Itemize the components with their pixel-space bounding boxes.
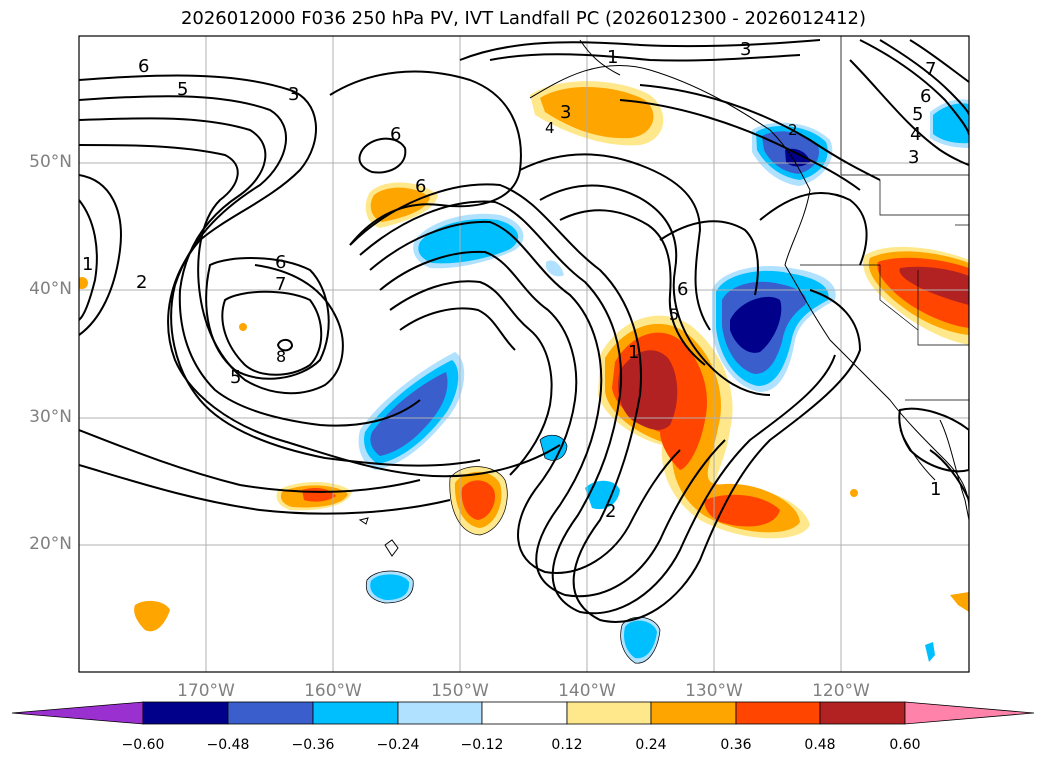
colorbar-bin bbox=[650, 701, 737, 725]
contour-label: 1 bbox=[607, 47, 618, 68]
contour-label: 5 bbox=[230, 367, 241, 388]
contour-label: 3 bbox=[288, 84, 299, 105]
colorbar-tick-label: 0.48 bbox=[804, 737, 836, 753]
contour-label: 2 bbox=[788, 121, 798, 139]
lon-label: 160°W bbox=[304, 681, 362, 701]
contour-label: 3 bbox=[560, 102, 571, 123]
colorbar-extend-high bbox=[904, 701, 1035, 725]
contour-label: 6 bbox=[415, 176, 426, 197]
map-title: 2026012000 F036 250 hPa PV, IVT Landfall… bbox=[180, 8, 867, 29]
contour-label: 3 bbox=[740, 39, 751, 60]
colorbar-extend-low bbox=[11, 701, 144, 725]
contour-labels: 3 1 3 4 2 6 6 5 3 6 6 7 8 2 1 5 6 5 1 2 … bbox=[82, 39, 941, 522]
ivt-outline-contours bbox=[365, 434, 661, 664]
contour-label: 8 bbox=[276, 347, 286, 366]
shade-sw-warm bbox=[134, 600, 170, 632]
lon-label: 140°W bbox=[558, 681, 616, 701]
lon-label: 120°W bbox=[812, 681, 870, 701]
lon-label: 130°W bbox=[685, 681, 743, 701]
colorbar-tick-label: 0.60 bbox=[889, 737, 921, 753]
pv-contours bbox=[79, 39, 969, 623]
colorbar-tick-label: 0.36 bbox=[720, 737, 752, 753]
colorbar bbox=[11, 701, 1035, 725]
shade-blue-small-2 bbox=[585, 480, 620, 510]
colorbar-tick-label: −0.60 bbox=[121, 737, 165, 753]
colorbar-tick-label: −0.48 bbox=[206, 737, 250, 753]
lat-label: 20°N bbox=[29, 534, 72, 554]
contour-label: 7 bbox=[275, 274, 286, 295]
contour-label: 6 bbox=[275, 252, 286, 273]
colorbar-bin bbox=[397, 701, 483, 725]
contour-label: 1 bbox=[930, 479, 941, 500]
contour-label: 6 bbox=[390, 124, 401, 145]
colorbar-bin bbox=[481, 701, 568, 725]
colorbar-bin bbox=[819, 701, 906, 725]
contour-label: 6 bbox=[920, 86, 931, 107]
political-borders bbox=[800, 36, 969, 401]
contour-label: 7 bbox=[925, 59, 936, 80]
lon-label: 170°W bbox=[177, 681, 235, 701]
contour-label: 6 bbox=[138, 56, 149, 77]
contour-label: 4 bbox=[910, 124, 921, 145]
colorbar-bin bbox=[735, 701, 821, 725]
contour-label: 3 bbox=[908, 147, 919, 168]
lat-label: 40°N bbox=[29, 279, 72, 299]
contour-label: 1 bbox=[628, 342, 639, 363]
colorbar-tick-label: 0.12 bbox=[551, 737, 583, 753]
map-background bbox=[79, 36, 969, 672]
contour-label: 4 bbox=[545, 119, 555, 137]
lat-label: 30°N bbox=[29, 407, 72, 427]
colorbar-bin bbox=[566, 701, 652, 725]
contour-label: 5 bbox=[669, 305, 679, 324]
contour-label: 1 bbox=[82, 254, 93, 275]
contour-label: 2 bbox=[136, 272, 147, 293]
colorbar-bin bbox=[142, 701, 229, 725]
colorbar-bin bbox=[227, 701, 314, 725]
colorbar-tick-label: 0.24 bbox=[635, 737, 667, 753]
lat-label: 50°N bbox=[29, 152, 72, 172]
colorbar-bin bbox=[312, 701, 399, 725]
contour-label: 6 bbox=[677, 279, 688, 300]
contour-label: 5 bbox=[177, 79, 188, 100]
contour-label: 5 bbox=[912, 104, 923, 125]
map-frame bbox=[78, 35, 970, 673]
contour-label: 2 bbox=[605, 501, 616, 522]
colorbar-tick-label: −0.12 bbox=[460, 737, 504, 753]
colorbar-tick-label: −0.36 bbox=[291, 737, 335, 753]
lon-label: 150°W bbox=[431, 681, 489, 701]
colorbar-tick-label: −0.24 bbox=[376, 737, 420, 753]
